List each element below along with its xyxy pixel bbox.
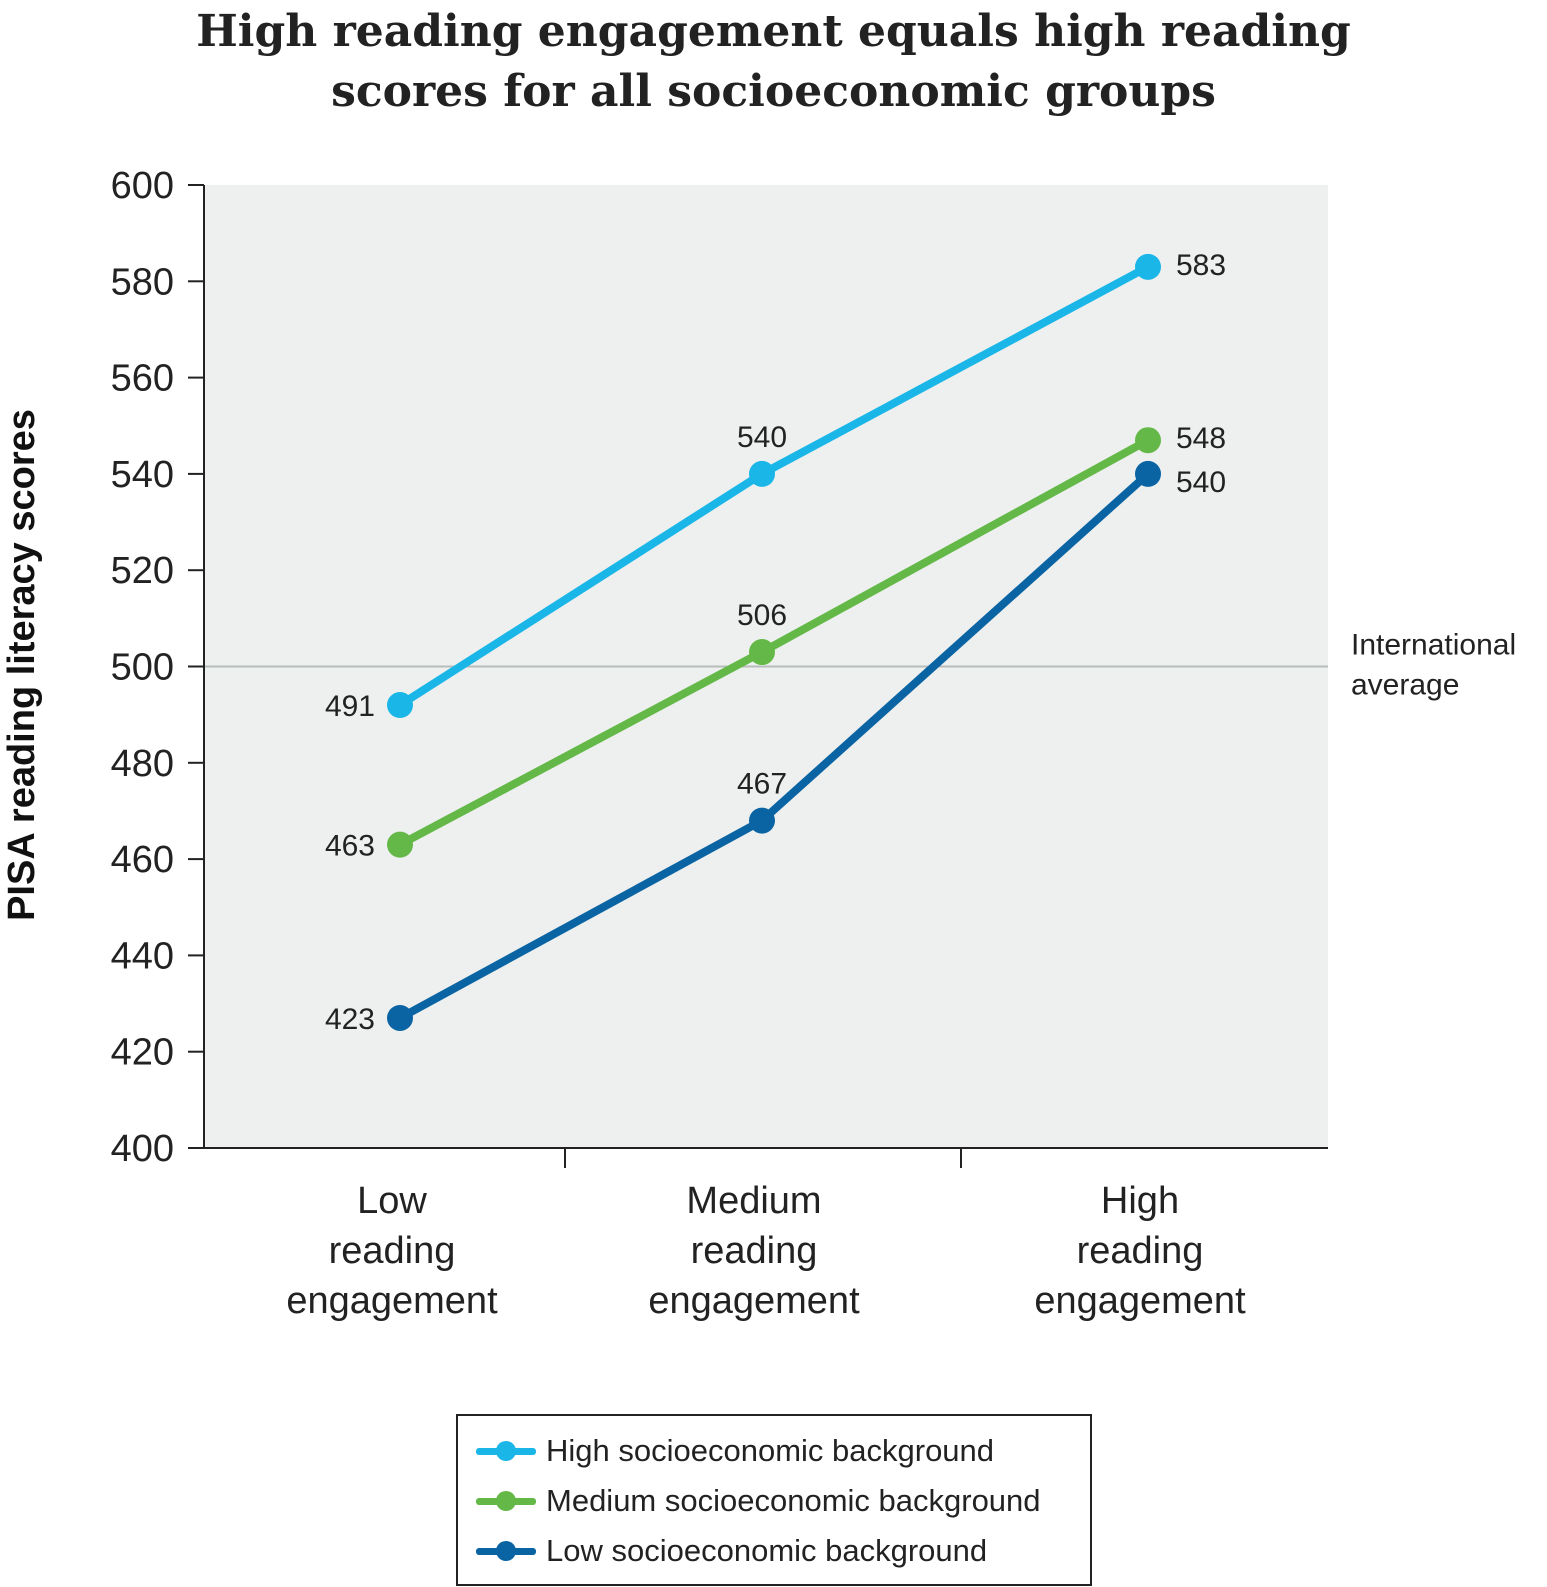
legend-label-low: Low socioeconomic background: [546, 1533, 988, 1568]
legend: High socioeconomic background Medium soc…: [456, 1414, 1092, 1586]
legend-swatch-dot: [496, 1491, 516, 1511]
y-axis-label: PISA reading literacy scores: [1, 409, 43, 921]
y-tick-label: 600: [111, 165, 174, 207]
data-label: 548: [1176, 422, 1226, 455]
data-point: [1135, 253, 1161, 280]
data-label: 423: [325, 1003, 375, 1036]
legend-swatch-high: [476, 1441, 536, 1461]
international-average-label: International: [1351, 629, 1516, 662]
data-point: [387, 1004, 413, 1031]
y-tick-label: 580: [111, 261, 174, 303]
legend-swatch-low: [476, 1541, 536, 1561]
chart-title-line-1: High reading engagement equals high read…: [196, 6, 1351, 57]
x-category-label: Medium: [686, 1180, 821, 1222]
chart-title-line-2: scores for all socioeconomic groups: [331, 66, 1216, 117]
data-point: [1135, 460, 1161, 487]
data-label: 540: [737, 421, 787, 454]
x-category-label: engagement: [648, 1280, 860, 1322]
data-point: [387, 692, 413, 719]
data-label: 467: [737, 768, 787, 801]
chart-title: High reading engagement equals high read…: [0, 2, 1547, 122]
x-category-label: Low: [357, 1180, 427, 1222]
y-tick-label: 500: [111, 647, 174, 689]
legend-item-low: Low socioeconomic background: [458, 1526, 1090, 1576]
legend-swatch-medium: [476, 1491, 536, 1511]
legend-swatch-dot: [496, 1541, 516, 1561]
line-chart: International average 400 420 440 460 480 500 52…: [1, 165, 1516, 1322]
legend-label-high: High socioeconomic background: [546, 1433, 995, 1468]
y-tick-label: 480: [111, 743, 174, 785]
legend-item-high: High socioeconomic background: [458, 1426, 1090, 1476]
data-point: [387, 831, 413, 858]
international-average-label: average: [1351, 669, 1459, 702]
x-category-label: engagement: [286, 1280, 498, 1322]
legend-item-medium: Medium socioeconomic background: [458, 1476, 1090, 1526]
data-label: 491: [325, 690, 375, 723]
data-label: 540: [1176, 466, 1226, 499]
legend-swatch-dot: [496, 1441, 516, 1461]
y-tick-label: 520: [111, 550, 174, 592]
data-point: [749, 460, 775, 487]
y-tick-label: 440: [111, 935, 174, 977]
data-point: [749, 639, 775, 666]
x-category-label: High: [1101, 1180, 1179, 1222]
data-label: 506: [737, 599, 787, 632]
y-tick-label: 460: [111, 839, 174, 881]
y-tick-label: 540: [111, 454, 174, 496]
data-point: [1135, 427, 1161, 454]
legend-label-medium: Medium socioeconomic background: [546, 1483, 1041, 1518]
x-category-label: engagement: [1034, 1280, 1246, 1322]
data-label: 583: [1176, 249, 1226, 282]
y-tick-label: 420: [111, 1032, 174, 1074]
x-category-label: reading: [691, 1230, 818, 1272]
y-tick-label: 560: [111, 358, 174, 400]
x-category-label: reading: [329, 1230, 456, 1272]
data-point: [749, 807, 775, 834]
y-tick-label: 400: [111, 1128, 174, 1170]
data-label: 463: [325, 830, 375, 863]
x-category-label: reading: [1077, 1230, 1204, 1272]
